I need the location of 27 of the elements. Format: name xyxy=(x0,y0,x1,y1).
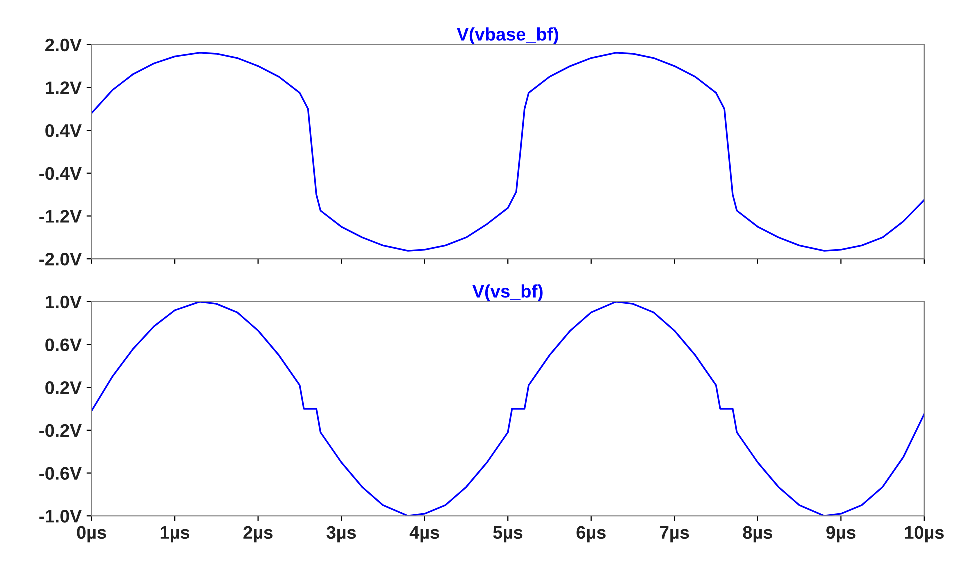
x-tick-label: 3µs xyxy=(326,526,356,543)
y-tick-label: 0.2V xyxy=(46,382,82,394)
x-tick-label: 4µs xyxy=(410,526,440,543)
chart-title: V(vbase_bf) xyxy=(457,28,558,44)
chart-title: V(vs_bf) xyxy=(472,284,543,302)
y-tick-label: -2.0V xyxy=(40,253,82,266)
y-tick-label: -0.6V xyxy=(40,467,82,480)
x-tick-label: 10µs xyxy=(905,526,944,543)
x-tick-label: 9µs xyxy=(826,526,856,543)
y-tick-label: 0.6V xyxy=(46,338,82,352)
x-tick-label: 8µs xyxy=(743,526,772,543)
line-series xyxy=(92,52,924,252)
x-tick-label: 1µs xyxy=(160,526,190,543)
y-tick-label: -1.0V xyxy=(40,510,82,523)
y-tick-label: -0.2V xyxy=(40,424,82,438)
x-tick-label: 5µs xyxy=(493,526,523,543)
line-series xyxy=(92,302,924,516)
y-tick-label: -0.4V xyxy=(40,167,82,180)
y-tick-label: -1.2V xyxy=(40,210,82,223)
y-tick-label: 1.0V xyxy=(46,296,82,309)
x-tick-label: 6µs xyxy=(576,526,606,543)
y-tick-label: 0.4V xyxy=(46,124,82,138)
y-tick-label: 2.0V xyxy=(46,38,82,52)
x-tick-label: 0µs xyxy=(77,526,106,543)
x-tick-label: 2µs xyxy=(244,526,273,543)
x-tick-label: 7µs xyxy=(660,526,690,543)
y-tick-label: 1.2V xyxy=(46,82,82,94)
